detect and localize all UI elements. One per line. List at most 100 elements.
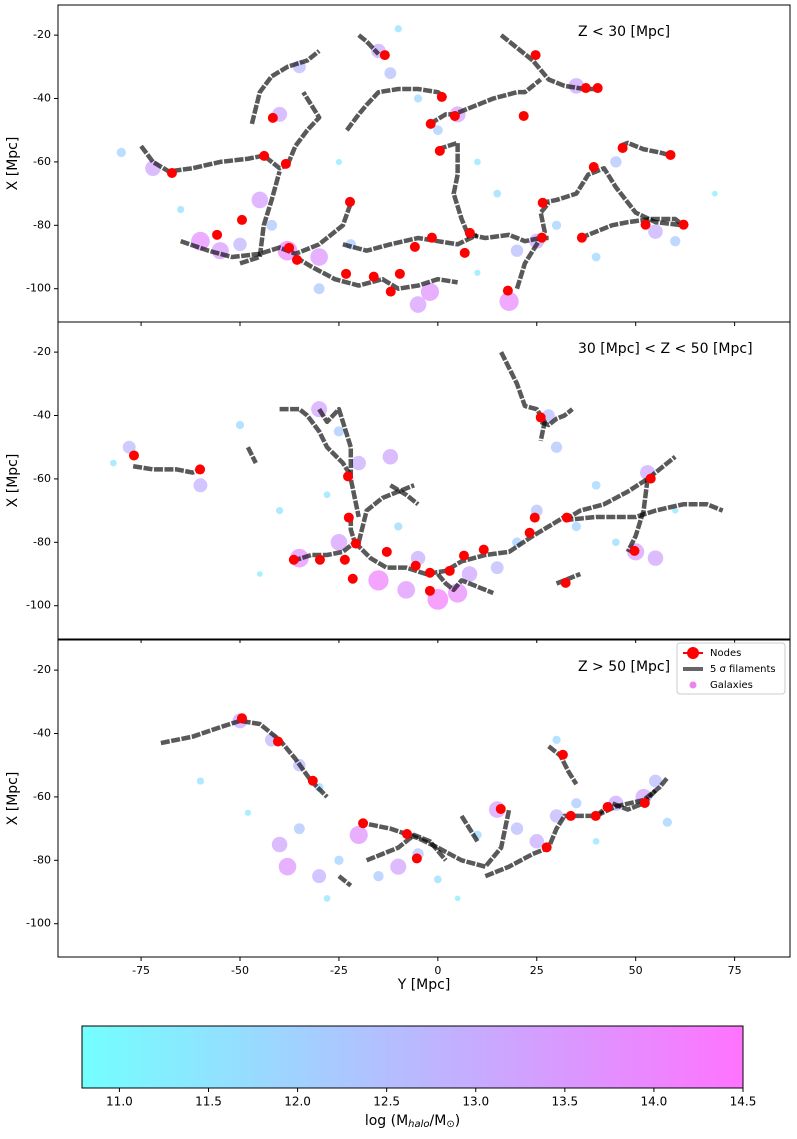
colorbar-tick-label: 13.0 (462, 1095, 489, 1109)
node (590, 810, 601, 821)
y-tick-label: -40 (33, 409, 51, 422)
node (379, 50, 390, 61)
galaxy (193, 478, 208, 493)
node (458, 550, 469, 561)
filament (547, 744, 579, 786)
filament (459, 814, 480, 843)
galaxy (610, 156, 622, 168)
filament (245, 446, 258, 465)
colorbar-tick-label: 14.5 (730, 1095, 757, 1109)
node (502, 285, 513, 296)
node (350, 538, 361, 549)
galaxy (116, 147, 126, 158)
filament (294, 255, 458, 291)
y-tick-label: -40 (33, 727, 51, 740)
filament (345, 86, 448, 132)
galaxy (413, 94, 423, 103)
galaxy (397, 581, 416, 599)
node (267, 112, 278, 123)
filament (437, 140, 472, 239)
node (629, 545, 640, 556)
galaxy (323, 895, 331, 902)
colorbar-tick-label: 11.5 (195, 1095, 222, 1109)
galaxy (110, 459, 117, 467)
galaxy (433, 875, 442, 884)
galaxy (382, 448, 399, 465)
panel-annotation: Z < 30 [Mpc] (578, 24, 670, 40)
node (212, 229, 223, 240)
filament (564, 502, 724, 523)
node (560, 577, 571, 588)
galaxy (474, 269, 481, 276)
filament (579, 216, 685, 241)
plot-frame (57, 639, 791, 958)
galaxy (571, 521, 581, 532)
galaxy (474, 158, 481, 166)
node (426, 232, 437, 243)
y-axis-label: X [Mpc] (5, 772, 21, 826)
node (665, 149, 676, 160)
node (535, 412, 546, 423)
filament (540, 166, 684, 228)
y-tick-label: -100 (26, 917, 51, 930)
galaxy (591, 480, 601, 490)
galaxy (510, 822, 524, 835)
galaxy (251, 191, 269, 209)
filament (428, 77, 543, 126)
node (236, 713, 247, 724)
node (381, 546, 392, 557)
x-tick-label: 50 (629, 964, 643, 977)
colorbar-label-part: halo (408, 1119, 429, 1130)
colorbar-tick-label: 14.0 (641, 1095, 668, 1109)
y-tick-label: -20 (33, 28, 51, 41)
galaxy (330, 534, 348, 551)
node (639, 797, 650, 808)
galaxy (662, 817, 672, 827)
node (272, 736, 283, 747)
galaxy (196, 777, 205, 785)
filament (317, 406, 361, 518)
galaxy (368, 570, 389, 591)
y-tick-label: -20 (33, 345, 51, 358)
node (536, 232, 547, 243)
filament (365, 832, 448, 863)
legend-box (676, 642, 786, 695)
filament (239, 170, 282, 266)
galaxy (649, 774, 662, 788)
galaxy (275, 507, 284, 515)
filament (179, 202, 353, 260)
node (401, 829, 412, 840)
x-tick-label: 0 (434, 964, 441, 977)
filament (356, 483, 415, 543)
galaxy (550, 441, 563, 453)
galaxy (334, 855, 344, 865)
y-tick-label: -20 (33, 663, 51, 676)
x-tick-label: -75 (132, 964, 150, 977)
node (314, 554, 325, 565)
node (368, 271, 379, 282)
node (580, 83, 591, 94)
node (424, 585, 435, 596)
galaxy (552, 735, 561, 744)
node (495, 803, 506, 814)
legend-label: 5 σ filaments (710, 664, 776, 675)
y-tick-label: -80 (33, 218, 51, 231)
node (343, 471, 354, 482)
plot-frame (57, 321, 791, 640)
node (602, 802, 613, 813)
galaxy (390, 858, 407, 875)
galaxy (409, 296, 427, 313)
filament (563, 454, 677, 523)
node (394, 268, 405, 279)
galaxy (648, 224, 663, 239)
y-axis-label: X [Mpc] (5, 454, 21, 508)
node (678, 219, 689, 230)
galaxy (647, 550, 664, 566)
node (541, 842, 552, 853)
node (449, 110, 460, 121)
node (409, 241, 420, 252)
colorbar-tick-label: 11.0 (106, 1095, 133, 1109)
legend-key (687, 647, 699, 659)
x-tick-label: 25 (530, 964, 544, 977)
galaxy (233, 237, 247, 252)
